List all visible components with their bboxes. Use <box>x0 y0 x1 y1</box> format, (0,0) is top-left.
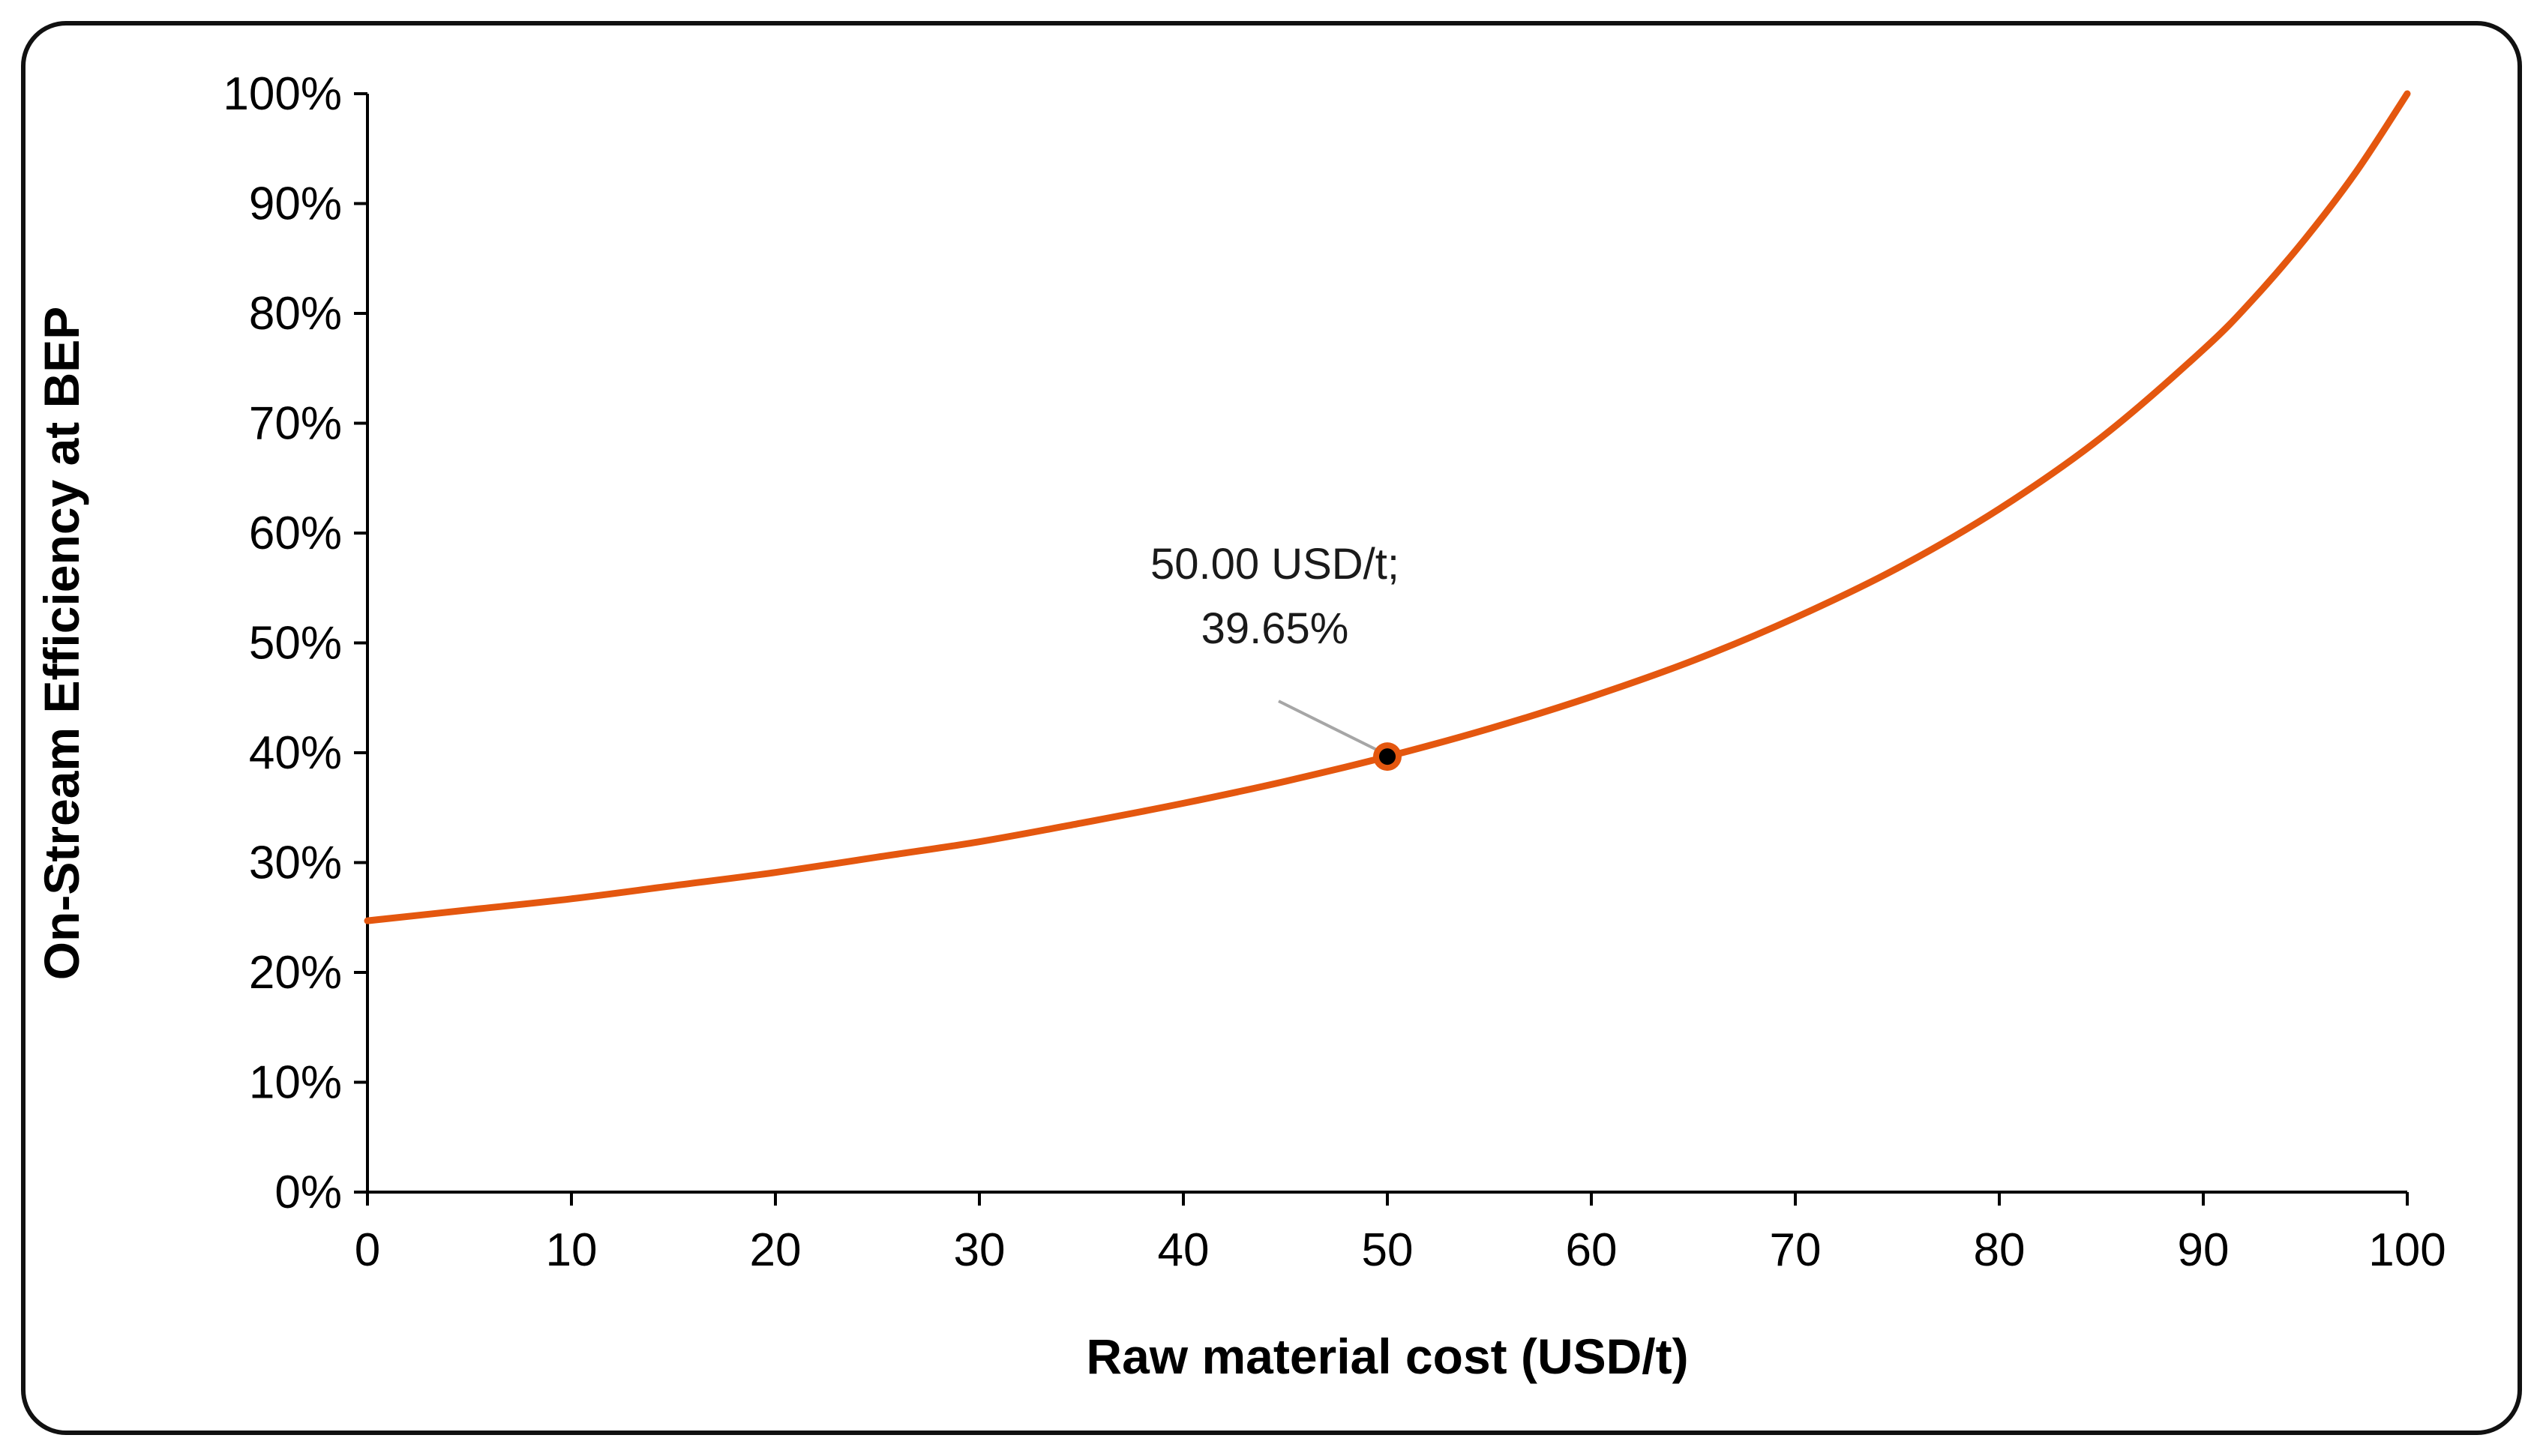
x-tick-label: 10 <box>546 1224 598 1276</box>
annotation-line1: 50.00 USD/t; <box>1150 540 1399 589</box>
y-tick-label: 20% <box>249 947 342 999</box>
y-tick-label: 40% <box>249 727 342 779</box>
x-axis-ticks: 0 10 20 30 40 50 60 70 80 90 100 <box>355 1192 2446 1276</box>
x-tick-label: 80 <box>1974 1224 2026 1276</box>
x-tick-label: 20 <box>750 1224 802 1276</box>
x-tick-label: 90 <box>2178 1224 2230 1276</box>
x-axis-title: Raw material cost (USD/t) <box>1086 1329 1688 1384</box>
x-tick-label: 70 <box>1770 1224 1822 1276</box>
chart-frame <box>21 21 2522 1435</box>
y-tick-label: 30% <box>249 837 342 889</box>
y-tick-label: 10% <box>249 1057 342 1109</box>
x-tick-label: 30 <box>954 1224 1006 1276</box>
y-tick-label: 100% <box>223 68 342 120</box>
y-tick-label: 50% <box>249 618 342 670</box>
y-axis-title: On-Stream Efficiency at BEP <box>34 307 89 981</box>
y-axis-ticks: 0% 10% 20% 30% 40% 50% 60% 70% 80% 90% 100% <box>223 68 367 1218</box>
y-tick-label: 80% <box>249 288 342 340</box>
x-tick-label: 50 <box>1362 1224 1414 1276</box>
x-tick-label: 60 <box>1566 1224 1618 1276</box>
y-tick-label: 70% <box>249 398 342 450</box>
y-tick-label: 90% <box>249 178 342 230</box>
series-line <box>364 90 2411 924</box>
annotation-line2: 39.65% <box>1201 604 1349 653</box>
data-point-marker-center <box>1379 748 1396 765</box>
x-tick-label: 100 <box>2368 1224 2446 1276</box>
x-tick-label: 40 <box>1158 1224 1210 1276</box>
leader-line <box>1278 700 1381 753</box>
x-tick-label: 0 <box>355 1224 380 1276</box>
y-tick-label: 0% <box>274 1167 342 1218</box>
y-tick-label: 60% <box>249 508 342 559</box>
